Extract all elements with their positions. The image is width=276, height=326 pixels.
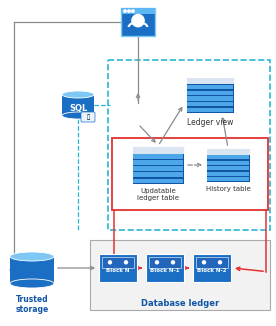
Text: SQL: SQL — [69, 105, 87, 113]
Circle shape — [155, 261, 158, 264]
FancyBboxPatch shape — [90, 240, 270, 310]
Text: Block N-1: Block N-1 — [150, 268, 180, 273]
Text: Database ledger: Database ledger — [141, 299, 219, 307]
FancyBboxPatch shape — [133, 179, 183, 183]
Circle shape — [171, 261, 174, 264]
FancyBboxPatch shape — [186, 77, 234, 113]
FancyBboxPatch shape — [207, 166, 249, 170]
Ellipse shape — [10, 252, 54, 261]
Text: Updatable
ledger table: Updatable ledger table — [137, 188, 179, 201]
Text: History table: History table — [206, 186, 250, 192]
FancyBboxPatch shape — [62, 95, 94, 115]
FancyBboxPatch shape — [207, 161, 249, 165]
FancyBboxPatch shape — [133, 160, 183, 165]
FancyBboxPatch shape — [133, 166, 183, 171]
FancyBboxPatch shape — [207, 177, 249, 181]
FancyBboxPatch shape — [187, 85, 233, 89]
FancyBboxPatch shape — [10, 257, 54, 284]
Circle shape — [124, 261, 128, 264]
Ellipse shape — [10, 279, 54, 288]
FancyBboxPatch shape — [193, 254, 231, 282]
FancyBboxPatch shape — [81, 112, 95, 122]
FancyBboxPatch shape — [187, 91, 233, 95]
Circle shape — [124, 10, 126, 12]
FancyBboxPatch shape — [186, 77, 234, 84]
FancyBboxPatch shape — [187, 102, 233, 106]
Circle shape — [108, 261, 112, 264]
FancyBboxPatch shape — [99, 254, 137, 282]
FancyBboxPatch shape — [207, 156, 249, 159]
Circle shape — [219, 261, 222, 264]
FancyBboxPatch shape — [207, 172, 249, 176]
Circle shape — [132, 10, 134, 12]
FancyBboxPatch shape — [196, 257, 228, 268]
Text: Block N-2: Block N-2 — [197, 268, 227, 273]
Text: Trusted
storage: Trusted storage — [15, 295, 49, 314]
FancyBboxPatch shape — [206, 148, 250, 182]
Text: Ledger view: Ledger view — [187, 118, 233, 127]
FancyBboxPatch shape — [187, 96, 233, 101]
FancyBboxPatch shape — [121, 8, 155, 36]
FancyBboxPatch shape — [149, 257, 181, 268]
FancyBboxPatch shape — [187, 108, 233, 112]
FancyBboxPatch shape — [121, 8, 155, 14]
FancyBboxPatch shape — [132, 146, 184, 154]
Circle shape — [132, 14, 144, 27]
FancyBboxPatch shape — [132, 146, 184, 184]
FancyBboxPatch shape — [133, 172, 183, 177]
Circle shape — [128, 10, 130, 12]
Circle shape — [203, 261, 206, 264]
Text: Block N: Block N — [106, 268, 130, 273]
FancyBboxPatch shape — [206, 148, 250, 155]
FancyBboxPatch shape — [133, 154, 183, 159]
Ellipse shape — [62, 91, 94, 98]
FancyBboxPatch shape — [102, 257, 134, 268]
Text: 🔑: 🔑 — [86, 114, 90, 120]
Ellipse shape — [62, 112, 94, 119]
FancyBboxPatch shape — [146, 254, 184, 282]
